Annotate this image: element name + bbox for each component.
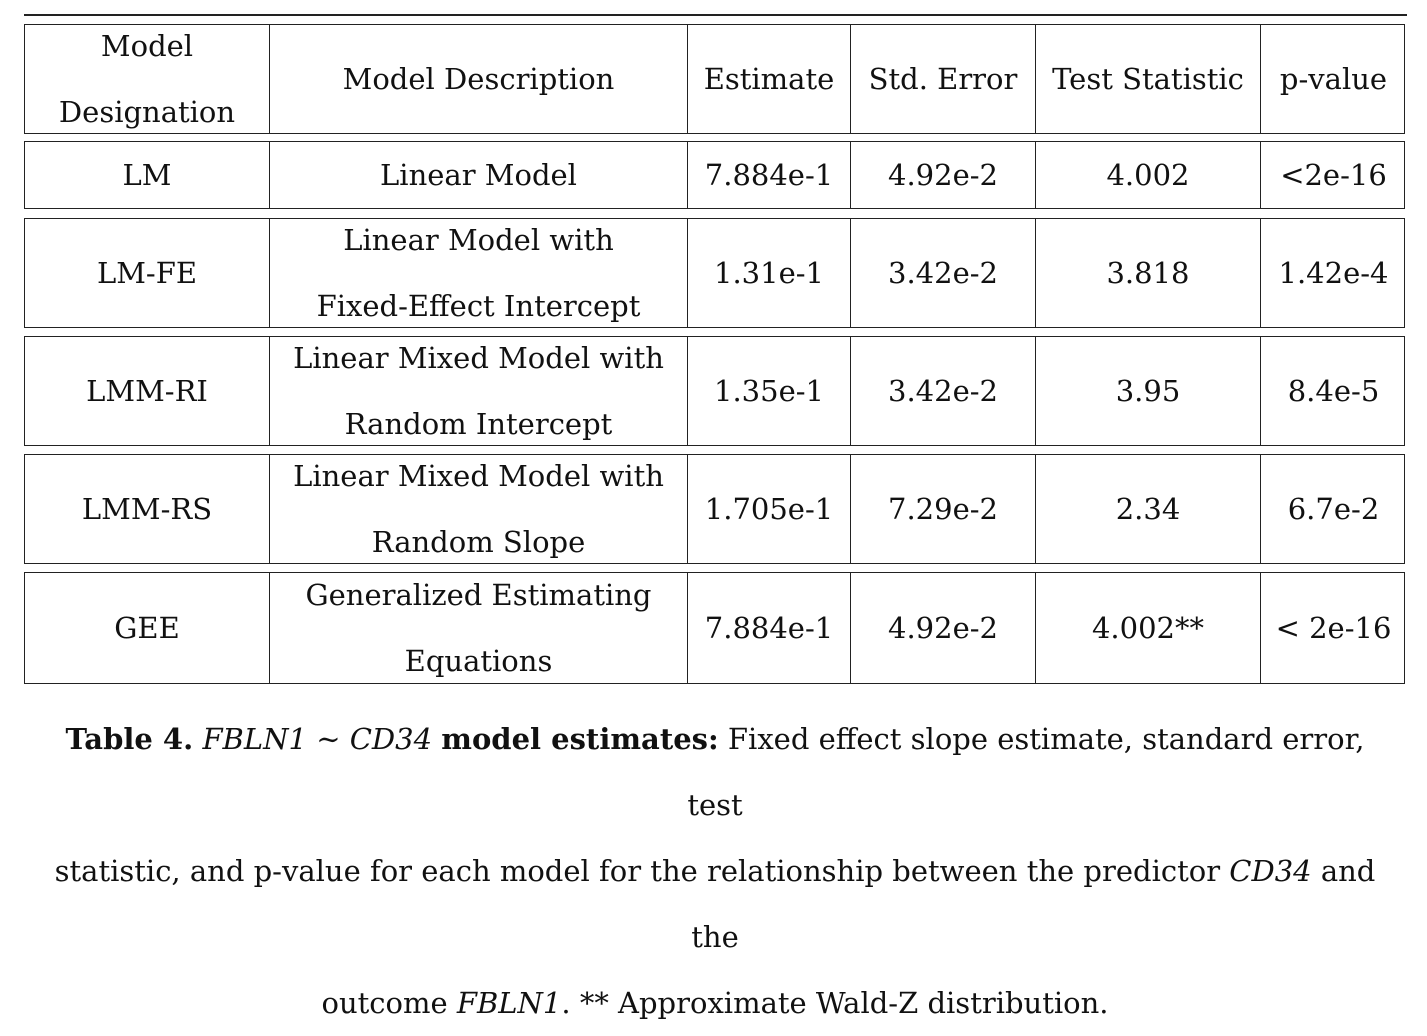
caption-line-2: statistic, and p-value for each model fo…: [40, 838, 1390, 970]
cell-description-line1: Linear Mixed Model with: [293, 459, 664, 493]
cell-description-line1: Linear Mixed Model with: [293, 341, 664, 375]
table-row: GEE Generalized Estimating Equations 7.8…: [24, 572, 1405, 684]
table-top-rule: [24, 14, 1407, 16]
table-row: LM Linear Model 7.884e-1 4.92e-2 4.002 <…: [24, 141, 1405, 209]
cell-description: Linear Mixed Model with Random Slope: [269, 455, 687, 563]
cell-std-error: 4.92e-2: [850, 142, 1035, 208]
header-std-error: Std. Error: [850, 25, 1035, 133]
table-row: LM-FE Linear Model with Fixed-Effect Int…: [24, 218, 1405, 328]
caption-formula-lhs: FBLN1: [202, 722, 307, 756]
header-designation: Model Designation: [25, 25, 269, 133]
cell-p-value: 1.42e-4: [1260, 219, 1406, 327]
header-designation-line2: Designation: [58, 95, 236, 129]
table-row: LMM-RI Linear Mixed Model with Random In…: [24, 336, 1405, 446]
cell-description: Generalized Estimating Equations: [269, 573, 687, 683]
cell-test-statistic: 2.34: [1035, 455, 1260, 563]
cell-description-line1: Linear Model with: [343, 223, 614, 257]
cell-std-error: 4.92e-2: [850, 573, 1035, 683]
caption-bold-tail: model estimates:: [441, 722, 719, 756]
cell-designation: LMM-RS: [81, 492, 213, 526]
header-designation-line1: Model: [100, 29, 194, 63]
cell-p-value: 6.7e-2: [1260, 455, 1406, 563]
caption-text-2: statistic, and p-value for each model fo…: [54, 854, 1221, 888]
caption-outcome: FBLN1: [456, 986, 562, 1020]
header-description: Model Description: [269, 25, 687, 133]
cell-designation: GEE: [114, 611, 180, 645]
cell-std-error: 3.42e-2: [850, 337, 1035, 445]
caption-text-4: outcome: [321, 986, 448, 1020]
cell-test-statistic: 3.818: [1035, 219, 1260, 327]
cell-estimate: 1.35e-1: [687, 337, 850, 445]
header-estimate: Estimate: [687, 25, 850, 133]
cell-std-error: 3.42e-2: [850, 219, 1035, 327]
caption-line-3: outcome FBLN1. ** Approximate Wald-Z dis…: [40, 970, 1390, 1036]
cell-p-value: 8.4e-5: [1260, 337, 1406, 445]
cell-description-line2: Random Intercept: [344, 407, 613, 441]
cell-test-statistic: 4.002**: [1035, 573, 1260, 683]
table-row: LMM-RS Linear Mixed Model with Random Sl…: [24, 454, 1405, 564]
caption-line-1: Table 4. FBLN1 ∼ CD34 model estimates: F…: [40, 706, 1390, 838]
cell-designation: LM-FE: [96, 256, 198, 290]
caption-text-1: Fixed effect slope estimate, standard er…: [687, 722, 1365, 822]
cell-designation: LM: [122, 158, 172, 192]
header-p-value: p-value: [1260, 25, 1406, 133]
cell-estimate: 1.31e-1: [687, 219, 850, 327]
cell-description: Linear Model with Fixed-Effect Intercept: [269, 219, 687, 327]
cell-test-statistic: 3.95: [1035, 337, 1260, 445]
cell-estimate: 7.884e-1: [687, 142, 850, 208]
cell-p-value: <2e-16: [1260, 142, 1406, 208]
cell-description: Linear Model: [269, 142, 687, 208]
cell-description: Linear Mixed Model with Random Intercept: [269, 337, 687, 445]
cell-std-error: 7.29e-2: [850, 455, 1035, 563]
cell-description-line2: Equations: [404, 644, 553, 678]
cell-description-line2: Random Slope: [371, 525, 586, 559]
header-test-statistic: Test Statistic: [1035, 25, 1260, 133]
cell-p-value: < 2e-16: [1260, 573, 1406, 683]
caption-text-5: . ** Approximate Wald-Z distribution.: [561, 986, 1109, 1020]
table-header-row: Model Designation Model Description Esti…: [24, 24, 1405, 134]
cell-test-statistic: 4.002: [1035, 142, 1260, 208]
table-caption: Table 4. FBLN1 ∼ CD34 model estimates: F…: [40, 706, 1390, 1036]
cell-estimate: 7.884e-1: [687, 573, 850, 683]
cell-estimate: 1.705e-1: [687, 455, 850, 563]
cell-designation: LMM-RI: [86, 374, 208, 408]
cell-description-line1: Generalized Estimating: [305, 578, 652, 612]
caption-tilde: ∼: [316, 722, 341, 756]
caption-label: Table 4.: [65, 722, 194, 756]
caption-formula-rhs: CD34: [349, 722, 433, 756]
caption-predictor: CD34: [1229, 854, 1312, 888]
cell-description-line2: Fixed-Effect Intercept: [316, 289, 641, 323]
